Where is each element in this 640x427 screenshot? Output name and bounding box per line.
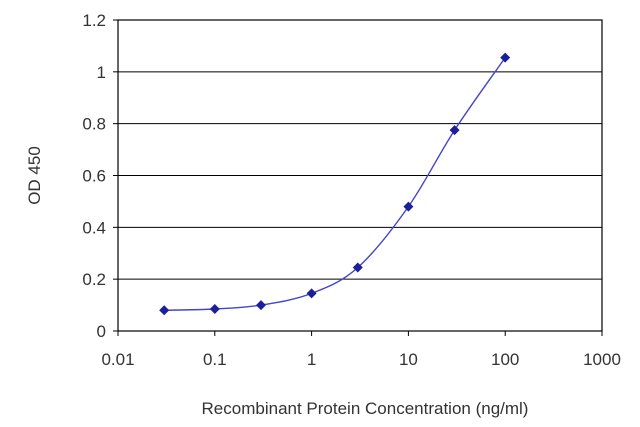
y-axis-title: OD 450 [25, 146, 44, 205]
y-tick-label: 0.8 [82, 115, 106, 134]
x-tick-label: 0.1 [203, 350, 227, 369]
data-point-marker [500, 52, 511, 63]
x-tick-label: 0.01 [101, 350, 134, 369]
data-point-marker [403, 201, 414, 212]
data-point-marker [209, 303, 220, 314]
series-line [164, 57, 506, 311]
y-tick-label: 1 [97, 63, 106, 82]
data-point-marker [449, 125, 460, 136]
y-tick-label: 0 [97, 322, 106, 341]
x-tick-label: 1 [307, 350, 316, 369]
y-tick-label: 0.2 [82, 270, 106, 289]
x-tick-label: 100 [491, 350, 519, 369]
x-axis-title: Recombinant Protein Concentration (ng/ml… [202, 399, 529, 418]
y-tick-label: 0.6 [82, 167, 106, 186]
data-point-marker [255, 300, 266, 311]
data-point-marker [352, 262, 363, 273]
data-point-marker [159, 305, 170, 316]
y-tick-label: 1.2 [82, 11, 106, 30]
x-tick-label: 10 [399, 350, 418, 369]
x-axis-ticks: 0.01 0.1 1 10 100 1000 [101, 331, 621, 369]
data-point-marker [306, 288, 317, 299]
data-points [159, 52, 511, 316]
grid-lines [118, 71, 602, 280]
y-tick-label: 0.4 [82, 218, 106, 237]
y-axis-ticks: 0 0.2 0.4 0.6 0.8 1 1.2 [82, 11, 118, 341]
x-tick-label: 1000 [583, 350, 621, 369]
